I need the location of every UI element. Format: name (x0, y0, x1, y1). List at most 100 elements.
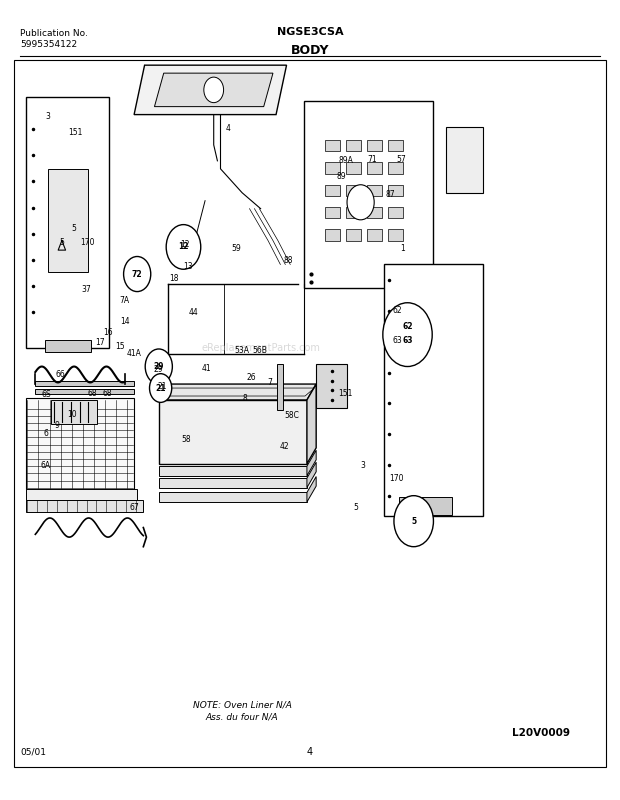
Text: 8: 8 (243, 394, 247, 403)
Polygon shape (35, 389, 134, 394)
Text: 63: 63 (393, 336, 402, 345)
Circle shape (347, 185, 374, 220)
Text: 7: 7 (267, 378, 272, 387)
Polygon shape (277, 364, 283, 410)
Polygon shape (316, 364, 347, 408)
Text: 68: 68 (103, 389, 112, 398)
Text: 87: 87 (386, 190, 395, 199)
Text: 6S: 6S (41, 390, 51, 399)
Text: 170: 170 (81, 238, 95, 246)
Text: 26: 26 (247, 373, 256, 382)
Text: 5: 5 (411, 517, 416, 526)
Text: 18: 18 (169, 274, 179, 283)
FancyBboxPatch shape (368, 140, 382, 151)
Polygon shape (307, 462, 316, 488)
Circle shape (145, 349, 172, 384)
Text: eReplacementParts.com: eReplacementParts.com (201, 343, 320, 353)
Polygon shape (307, 477, 316, 502)
FancyBboxPatch shape (368, 162, 382, 174)
Text: 3: 3 (360, 461, 365, 470)
FancyBboxPatch shape (347, 230, 361, 241)
Text: 44: 44 (189, 308, 199, 317)
Text: 3: 3 (45, 113, 50, 122)
Text: 5: 5 (72, 224, 77, 233)
FancyBboxPatch shape (368, 185, 382, 196)
Text: 72: 72 (132, 270, 143, 278)
Polygon shape (384, 265, 483, 515)
Text: 58C: 58C (284, 411, 299, 421)
FancyBboxPatch shape (326, 185, 340, 196)
Text: 5: 5 (60, 238, 64, 246)
Text: 21: 21 (156, 383, 166, 393)
Polygon shape (51, 400, 97, 424)
Text: 10: 10 (68, 410, 77, 419)
FancyBboxPatch shape (14, 59, 606, 766)
Polygon shape (26, 97, 109, 348)
Text: 59: 59 (231, 244, 241, 253)
FancyBboxPatch shape (347, 185, 361, 196)
Text: 12: 12 (178, 242, 188, 251)
Polygon shape (159, 384, 316, 400)
Text: 4: 4 (307, 747, 313, 758)
FancyBboxPatch shape (368, 207, 382, 218)
FancyBboxPatch shape (326, 162, 340, 174)
FancyBboxPatch shape (347, 140, 361, 151)
Text: 71: 71 (367, 154, 376, 164)
FancyBboxPatch shape (326, 230, 340, 241)
Text: 29: 29 (154, 366, 164, 374)
Text: 89: 89 (336, 172, 346, 182)
Text: 7A: 7A (120, 296, 130, 305)
FancyBboxPatch shape (326, 207, 340, 218)
Circle shape (149, 374, 172, 402)
Text: 16: 16 (103, 328, 112, 337)
Text: 1: 1 (400, 244, 405, 253)
Polygon shape (446, 127, 483, 193)
Polygon shape (134, 65, 286, 114)
Polygon shape (159, 466, 307, 476)
Polygon shape (159, 493, 307, 502)
Text: 12: 12 (180, 240, 190, 249)
Text: 57: 57 (396, 154, 406, 164)
Text: Publication No.: Publication No. (20, 30, 88, 38)
Polygon shape (26, 500, 143, 512)
Text: 4: 4 (226, 125, 231, 134)
Text: 17: 17 (95, 338, 105, 347)
Text: 66: 66 (55, 370, 65, 379)
Text: 5: 5 (354, 503, 359, 512)
Text: L20V0009: L20V0009 (513, 728, 570, 738)
Text: 15: 15 (116, 342, 125, 351)
FancyBboxPatch shape (388, 230, 403, 241)
FancyBboxPatch shape (347, 162, 361, 174)
Text: 68: 68 (88, 389, 97, 398)
Circle shape (383, 302, 432, 366)
Text: 05/01: 05/01 (20, 748, 46, 757)
Text: 53A: 53A (234, 346, 250, 355)
Text: 62: 62 (393, 306, 402, 315)
Text: 6A: 6A (41, 461, 51, 470)
Text: BODY: BODY (291, 44, 329, 57)
Polygon shape (307, 384, 316, 464)
Circle shape (394, 496, 433, 546)
Text: 67: 67 (129, 503, 139, 512)
Polygon shape (304, 101, 433, 288)
FancyBboxPatch shape (388, 162, 403, 174)
Text: 5995354122: 5995354122 (20, 41, 77, 50)
Text: 62: 62 (402, 322, 413, 331)
Text: 151: 151 (339, 389, 353, 398)
Text: 41: 41 (202, 364, 211, 373)
Text: NOTE: Oven Liner N/A: NOTE: Oven Liner N/A (193, 700, 291, 709)
Polygon shape (159, 400, 307, 464)
Circle shape (166, 225, 201, 270)
Text: 56B: 56B (252, 346, 267, 355)
Polygon shape (48, 169, 88, 273)
Text: 41A: 41A (126, 350, 141, 358)
FancyBboxPatch shape (388, 207, 403, 218)
FancyBboxPatch shape (326, 140, 340, 151)
Polygon shape (26, 398, 134, 490)
Circle shape (123, 257, 151, 291)
Text: 6: 6 (43, 429, 48, 438)
Text: 89A: 89A (339, 156, 353, 166)
Text: 21: 21 (157, 382, 167, 391)
Text: 9: 9 (55, 421, 60, 430)
FancyBboxPatch shape (368, 230, 382, 241)
